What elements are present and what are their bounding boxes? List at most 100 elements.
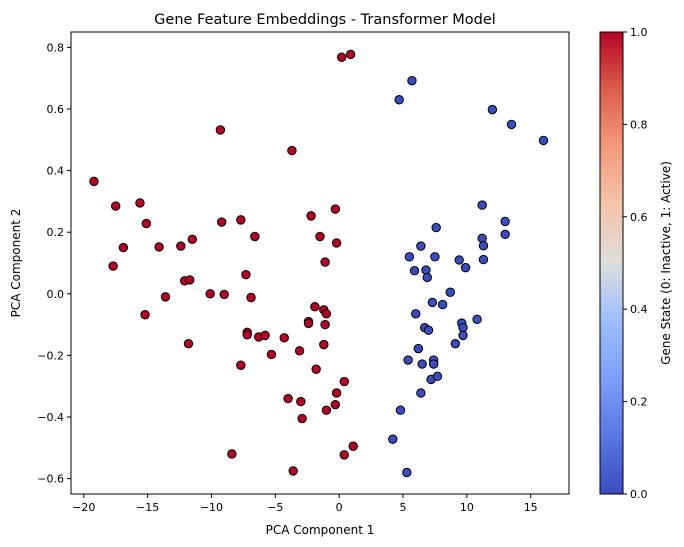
- point-inactive: [460, 262, 471, 273]
- scatter-points: [89, 49, 549, 478]
- point-active: [306, 211, 316, 221]
- y-axis-label: PCA Component 2: [9, 209, 23, 318]
- point-active: [303, 318, 314, 329]
- point-active: [331, 238, 342, 248]
- point-active: [311, 364, 321, 374]
- point-active: [108, 261, 118, 271]
- point-active: [297, 413, 307, 424]
- x-tick-label: −20: [72, 501, 95, 514]
- x-tick-label: 15: [524, 501, 538, 514]
- colorbar-tick-label: 0.8: [630, 118, 648, 131]
- x-tick-label: −15: [136, 501, 159, 514]
- point-inactive: [450, 338, 461, 349]
- colorbar-tick-label: 0.0: [630, 488, 648, 501]
- point-inactive: [409, 266, 420, 276]
- point-inactive: [428, 359, 439, 369]
- colorbar-ticks: 0.0 0.2 0.4 0.6 0.8 1.0: [623, 26, 648, 501]
- point-inactive: [445, 287, 455, 297]
- colorbar-tick-label: 0.2: [630, 396, 648, 409]
- y-tick-label: 0.6: [47, 103, 65, 116]
- y-axis-ticks: −0.6 −0.4 −0.2 0.0 0.2 0.4 0.6 0.8: [37, 41, 71, 486]
- point-active: [288, 466, 298, 476]
- colorbar-tick-label: 0.6: [630, 211, 648, 224]
- point-active: [246, 292, 256, 303]
- point-inactive: [478, 254, 489, 265]
- point-inactive: [427, 297, 438, 308]
- x-tick-label: 10: [460, 501, 474, 514]
- point-inactive: [477, 200, 487, 210]
- point-active: [319, 339, 329, 350]
- colorbar: [599, 31, 624, 495]
- point-active: [236, 360, 246, 370]
- y-tick-label: 0.2: [47, 226, 65, 239]
- point-active: [330, 399, 341, 410]
- y-tick-label: 0.8: [47, 41, 65, 54]
- point-active: [294, 346, 305, 356]
- point-inactive: [431, 222, 441, 233]
- x-tick-label: −10: [200, 501, 223, 514]
- point-active: [279, 333, 289, 343]
- point-active: [176, 241, 186, 251]
- point-inactive: [417, 359, 427, 369]
- point-inactive: [416, 241, 426, 251]
- y-tick-label: 0.4: [47, 165, 65, 178]
- point-inactive: [487, 104, 498, 115]
- point-active: [339, 450, 349, 460]
- point-inactive: [478, 241, 489, 251]
- point-inactive: [430, 252, 440, 262]
- point-active: [315, 231, 325, 242]
- point-active: [331, 388, 342, 398]
- plot-frame: [70, 31, 570, 495]
- point-inactive: [404, 252, 415, 262]
- point-active: [205, 289, 215, 299]
- point-active: [241, 270, 251, 280]
- point-active: [154, 242, 164, 252]
- point-active: [310, 302, 320, 312]
- x-axis-label: PCA Component 1: [266, 523, 375, 537]
- point-active: [135, 198, 145, 208]
- point-inactive: [454, 255, 464, 265]
- point-active: [337, 52, 347, 62]
- point-inactive: [394, 95, 404, 105]
- point-inactive: [403, 355, 413, 365]
- point-inactive: [437, 299, 448, 310]
- point-active: [296, 396, 306, 407]
- point-active: [118, 242, 129, 253]
- point-active: [283, 393, 293, 404]
- point-active: [183, 338, 194, 349]
- point-active: [140, 310, 150, 320]
- x-tick-label: 0: [336, 501, 343, 514]
- point-active: [216, 217, 227, 227]
- point-active: [330, 204, 341, 214]
- point-inactive: [538, 135, 549, 146]
- point-active: [236, 215, 246, 225]
- point-active: [110, 201, 121, 211]
- point-active: [339, 376, 349, 387]
- point-inactive: [458, 322, 468, 333]
- colorbar-tick-label: 1.0: [630, 26, 648, 39]
- y-tick-label: −0.4: [37, 411, 64, 424]
- point-active: [227, 449, 237, 459]
- x-tick-label: 5: [400, 501, 407, 514]
- point-inactive: [458, 330, 468, 341]
- point-inactive: [407, 75, 417, 86]
- point-active: [321, 309, 332, 319]
- point-inactive: [500, 229, 510, 240]
- point-active: [215, 125, 226, 135]
- y-tick-label: −0.6: [37, 473, 64, 486]
- point-active: [160, 292, 171, 302]
- x-tick-label: −5: [267, 501, 283, 514]
- point-active: [141, 218, 152, 229]
- point-active: [348, 441, 358, 451]
- point-active: [89, 176, 99, 187]
- point-active: [287, 145, 297, 156]
- point-inactive: [411, 309, 421, 319]
- point-inactive: [472, 314, 482, 325]
- y-tick-label: 0.0: [47, 288, 65, 301]
- point-active: [320, 257, 330, 267]
- colorbar-tick-label: 0.4: [630, 303, 648, 316]
- colorbar-label: Gene State (0: Inactive, 1: Active): [659, 161, 673, 365]
- point-active: [320, 319, 330, 330]
- point-active: [242, 330, 252, 340]
- point-inactive: [432, 371, 443, 382]
